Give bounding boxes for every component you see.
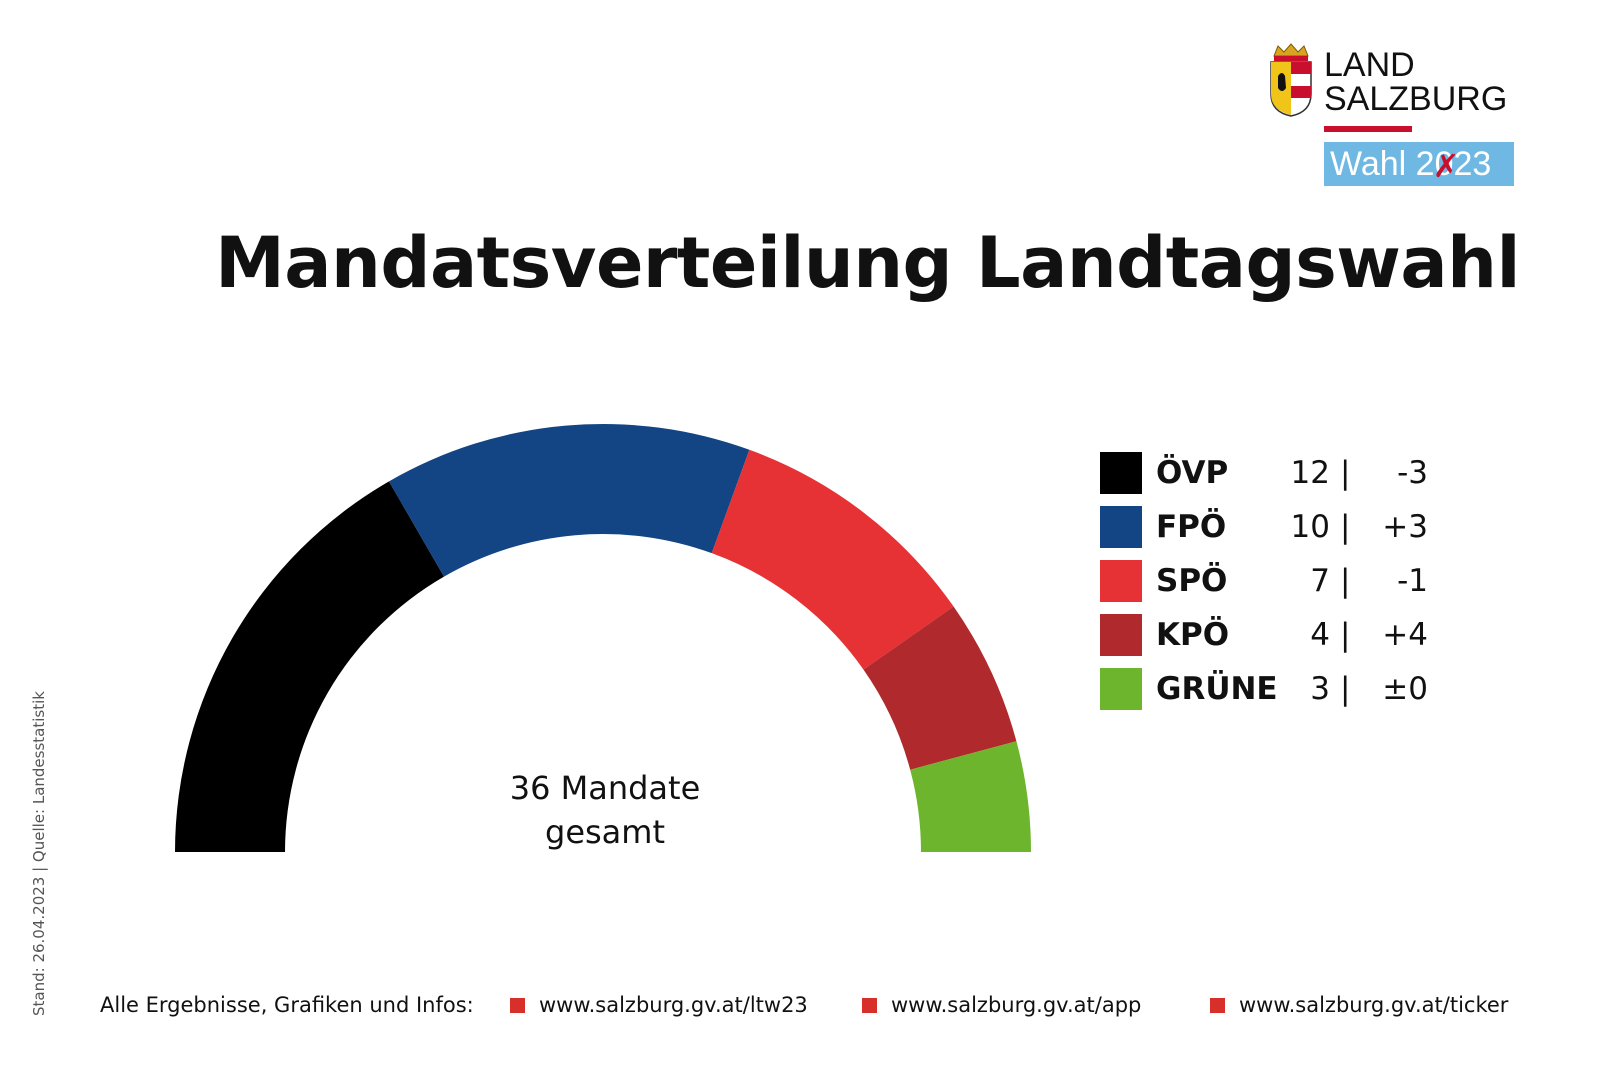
seat-segment-övp — [175, 481, 444, 852]
legend-separator: | — [1340, 617, 1351, 653]
legend-row: FPÖ 10 | +3 — [1100, 504, 1430, 558]
footer: Alle Ergebnisse, Grafiken und Infos: www… — [100, 988, 1540, 1022]
legend-seat-change: +3 — [1382, 509, 1428, 545]
legend-seat-count: 12 — [1290, 455, 1330, 491]
legend-swatch — [1100, 452, 1142, 494]
logo-red-bar — [1324, 126, 1412, 132]
legend-row: SPÖ 7 | -1 — [1100, 558, 1430, 612]
legend-separator: | — [1340, 671, 1351, 707]
bullet-square-icon — [1210, 998, 1225, 1013]
land-salzburg-logo: LAND SALZBURG Wahl 2023 — [1268, 42, 1528, 192]
legend-separator: | — [1340, 455, 1351, 491]
seat-segment-kpö — [863, 606, 1017, 770]
total-seats-label: 36 Mandate gesamt — [440, 766, 770, 854]
legend-swatch — [1100, 614, 1142, 656]
legend-seat-count: 10 — [1290, 509, 1330, 545]
legend-row: GRÜNE 3 | ±0 — [1100, 666, 1430, 720]
salzburg-crest-icon — [1270, 43, 1312, 117]
footer-link-text: www.salzburg.gv.at/app — [891, 993, 1142, 1017]
legend-seat-change: -1 — [1397, 563, 1428, 599]
chart-legend: ÖVP 12 | -3 FPÖ 10 | +3 SPÖ 7 | -1 KPÖ 4 | +4 GRÜNE 3 | ±0 — [1100, 450, 1430, 720]
total-seats-line2: gesamt — [545, 813, 665, 851]
legend-party-name: KPÖ — [1156, 617, 1230, 653]
legend-separator: | — [1340, 509, 1351, 545]
footer-link-ltw23[interactable]: www.salzburg.gv.at/ltw23 — [510, 988, 808, 1022]
legend-seat-change: +4 — [1382, 617, 1428, 653]
legend-seat-count: 4 — [1310, 617, 1330, 653]
footer-link-text: www.salzburg.gv.at/ticker — [1239, 993, 1509, 1017]
badge-text-end: 23 — [1453, 145, 1492, 183]
badge-crossed-digit: 0 — [1435, 145, 1454, 183]
legend-separator: | — [1340, 563, 1351, 599]
legend-party-name: ÖVP — [1156, 455, 1229, 491]
legend-party-name: GRÜNE — [1156, 671, 1278, 707]
legend-row: KPÖ 4 | +4 — [1100, 612, 1430, 666]
legend-seat-count: 7 — [1310, 563, 1330, 599]
legend-seat-count: 3 — [1310, 671, 1330, 707]
footer-lead-text: Alle Ergebnisse, Grafiken und Infos: — [100, 993, 474, 1017]
logo-line-land: LAND — [1324, 46, 1415, 84]
legend-seat-change: ±0 — [1382, 671, 1428, 707]
legend-party-name: FPÖ — [1156, 509, 1227, 545]
seat-segment-grüne — [910, 741, 1031, 852]
bullet-square-icon — [510, 998, 525, 1013]
legend-swatch — [1100, 668, 1142, 710]
seat-segment-spö — [711, 449, 954, 670]
logo-line-salzburg: SALZBURG — [1324, 80, 1508, 118]
badge-text-start: Wahl 2 — [1330, 145, 1435, 183]
footer-link-ticker[interactable]: www.salzburg.gv.at/ticker — [1210, 988, 1508, 1022]
footer-link-app[interactable]: www.salzburg.gv.at/app — [862, 988, 1141, 1022]
legend-row: ÖVP 12 | -3 — [1100, 450, 1430, 504]
legend-swatch — [1100, 560, 1142, 602]
footer-link-text: www.salzburg.gv.at/ltw23 — [539, 993, 808, 1017]
wahl-2023-badge: Wahl 2023 — [1324, 142, 1514, 186]
total-seats-line1: 36 Mandate — [509, 769, 701, 807]
legend-seat-change: -3 — [1397, 455, 1428, 491]
legend-party-name: SPÖ — [1156, 563, 1228, 599]
seat-segment-fpö — [389, 424, 750, 577]
legend-swatch — [1100, 506, 1142, 548]
bullet-square-icon — [862, 998, 877, 1013]
source-note: Stand: 26.04.2023 | Quelle: Landesstatis… — [30, 691, 48, 1016]
page-title: Mandatsverteilung Landtagswahl — [215, 222, 1520, 304]
